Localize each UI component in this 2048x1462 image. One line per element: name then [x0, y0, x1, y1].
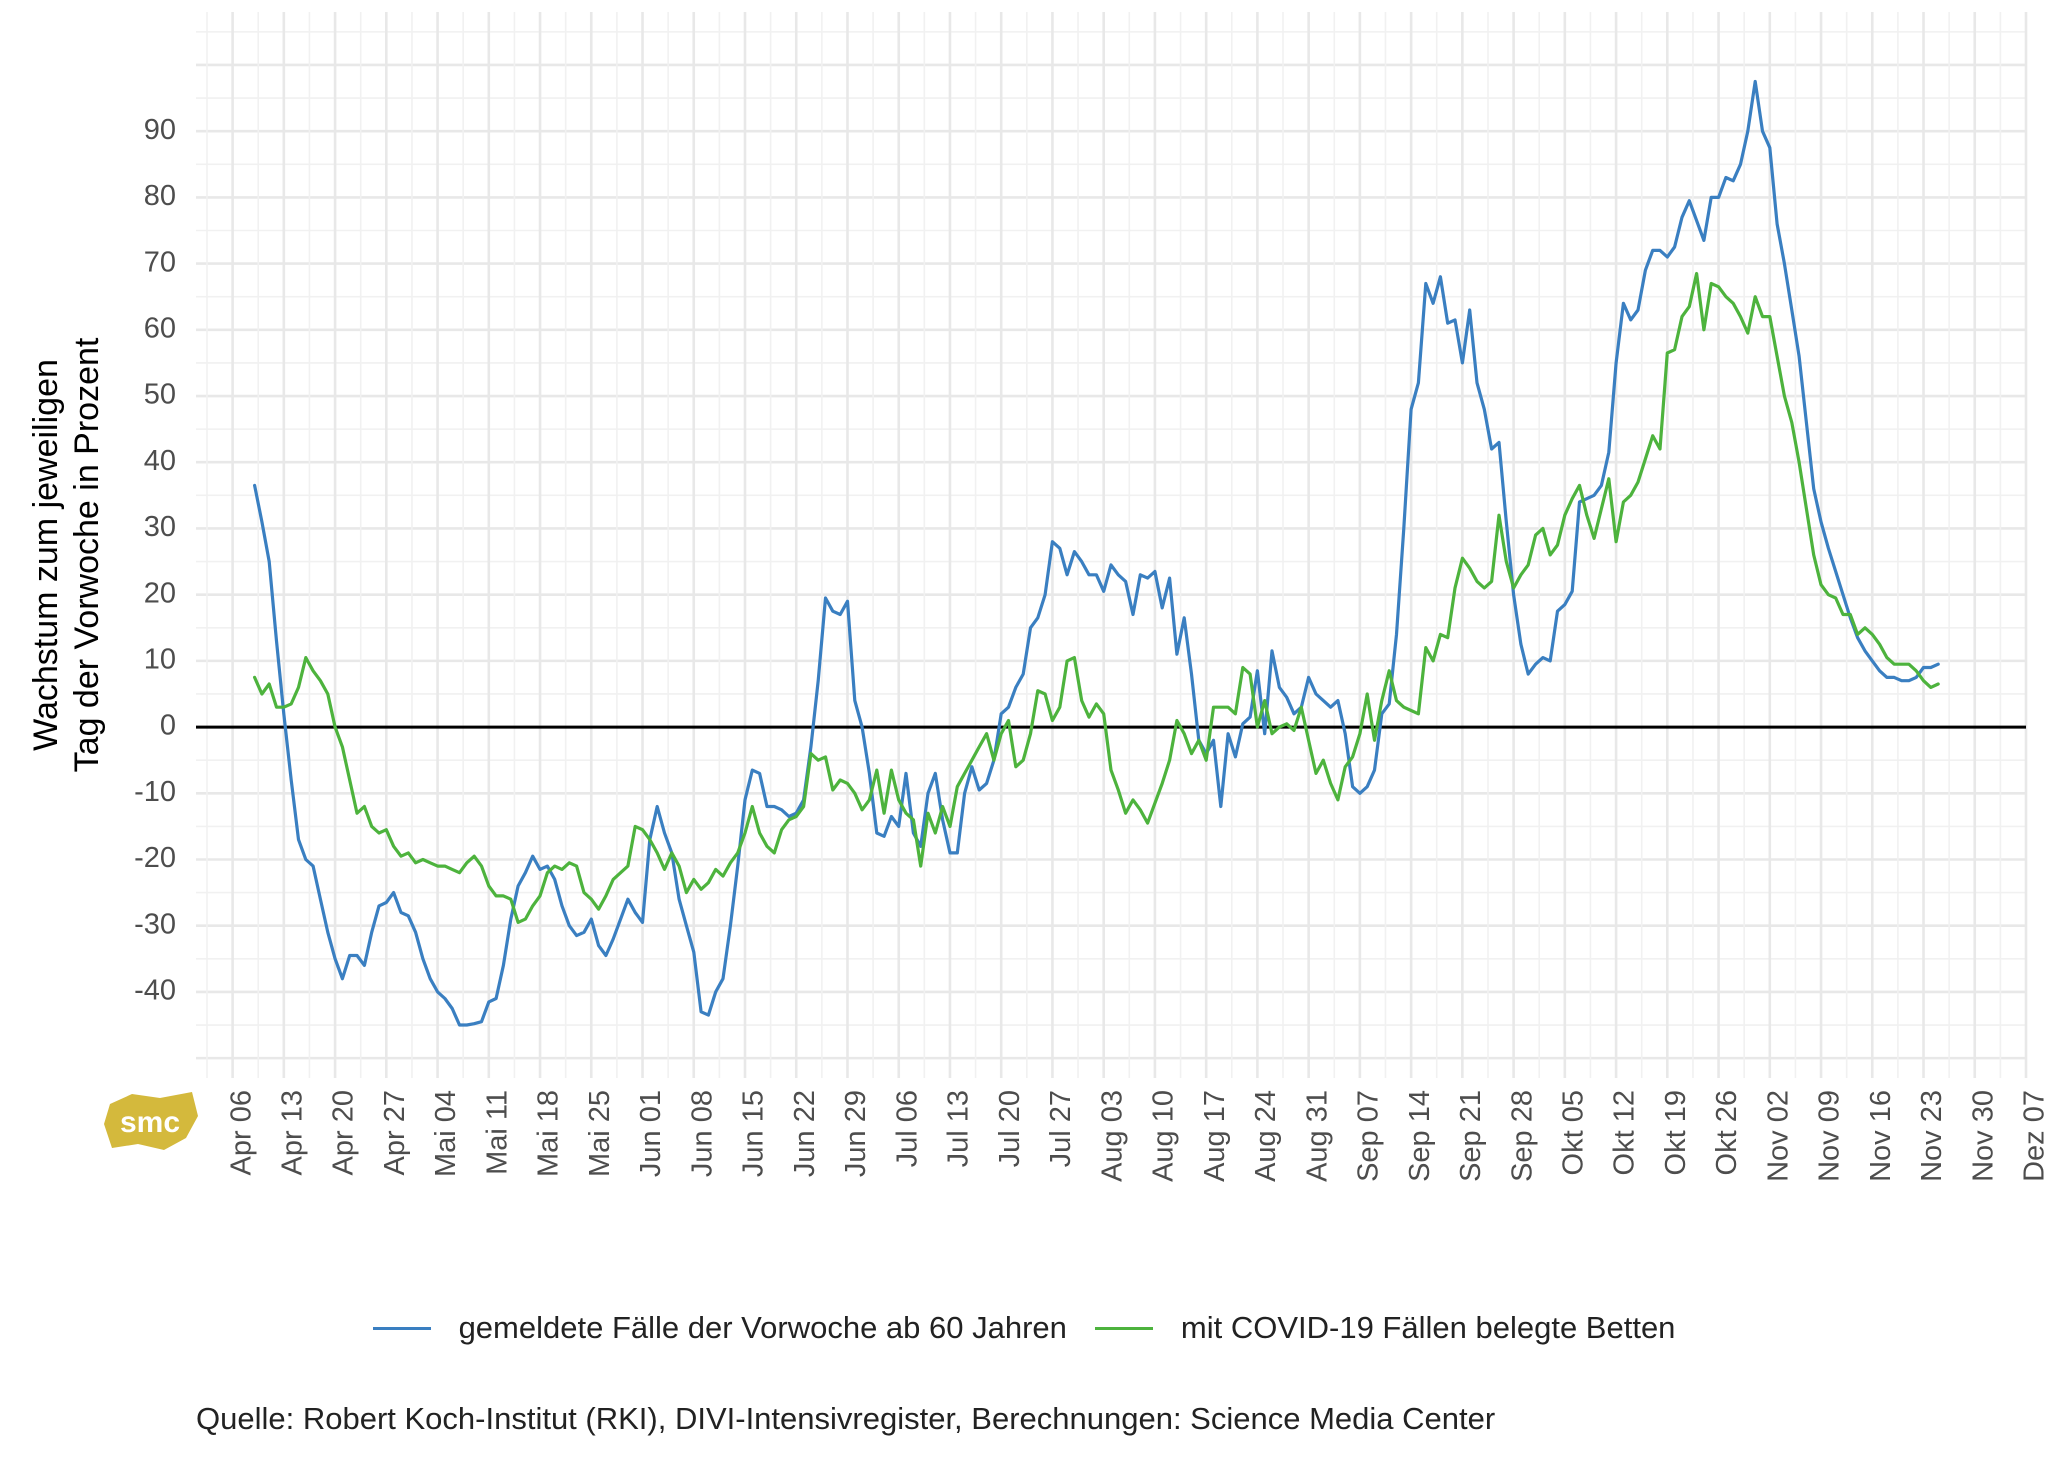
x-tick-label: Jun 29 — [840, 1090, 872, 1177]
y-tick-label: 0 — [160, 710, 176, 742]
legend-item-faelle: gemeldete Fälle der Vorwoche ab 60 Jahre… — [372, 1310, 1067, 1346]
x-tick-label: Apr 13 — [276, 1090, 308, 1175]
x-tick-label: Aug 03 — [1096, 1090, 1128, 1182]
x-tick-label: Aug 31 — [1301, 1090, 1333, 1182]
y-tick-label: 60 — [144, 312, 176, 344]
x-tick-label: Okt 12 — [1609, 1090, 1641, 1175]
y-axis-label-line1: Wachstum zum jeweiligen — [27, 359, 65, 751]
source-note: Quelle: Robert Koch-Institut (RKI), DIVI… — [196, 1401, 1496, 1436]
y-tick-label: -20 — [134, 842, 176, 874]
x-tick-label: Aug 17 — [1199, 1090, 1231, 1182]
series-layer — [253, 79, 1940, 1027]
legend: gemeldete Fälle der Vorwoche ab 60 Jahre… — [0, 1308, 2048, 1348]
x-tick-label: Jul 06 — [891, 1090, 923, 1167]
x-tick-label: Apr 06 — [225, 1090, 257, 1175]
legend-key-faelle — [372, 1326, 431, 1330]
smc-logo: smc — [102, 1090, 198, 1157]
x-tick-label: Mai 11 — [481, 1090, 513, 1175]
y-tick-label: 20 — [144, 577, 176, 609]
x-tick-label: Jun 22 — [789, 1090, 821, 1177]
x-tick-label: Apr 20 — [328, 1090, 360, 1175]
y-tick-label: 50 — [144, 379, 176, 411]
y-tick-label: 90 — [144, 114, 176, 146]
legend-item-betten: mit COVID-19 Fällen belegte Betten — [1094, 1310, 1676, 1346]
x-axis-ticks: Apr 06 Apr 13 Apr 20 Apr 27 Mai 04 Mai 11 Mai … — [225, 1090, 2048, 1182]
legend-key-betten — [1094, 1326, 1153, 1330]
y-tick-label: -40 — [134, 975, 176, 1007]
x-tick-label: Okt 05 — [1557, 1090, 1589, 1175]
x-tick-label: Aug 10 — [1148, 1090, 1180, 1182]
y-axis-label-line2: Tag der Vorwoche in Prozent — [68, 337, 106, 772]
y-tick-label: -10 — [134, 776, 176, 808]
legend-label-betten: mit COVID-19 Fällen belegte Betten — [1180, 1310, 1676, 1345]
x-tick-label: Aug 24 — [1250, 1090, 1282, 1182]
x-tick-label: Sep 07 — [1353, 1090, 1385, 1182]
y-tick-label: 30 — [144, 511, 176, 543]
y-tick-label: 10 — [144, 644, 176, 676]
y-tick-label: 70 — [144, 246, 176, 278]
x-tick-label: Sep 28 — [1506, 1090, 1538, 1182]
smc-logo-text: smc — [120, 1106, 180, 1139]
legend-label-faelle: gemeldete Fälle der Vorwoche ab 60 Jahre… — [458, 1310, 1067, 1345]
grid — [196, 12, 2028, 1078]
x-tick-label: Sep 14 — [1404, 1090, 1436, 1182]
x-tick-label: Nov 02 — [1762, 1090, 1794, 1182]
x-tick-label: Sep 21 — [1455, 1090, 1487, 1182]
x-tick-label: Okt 19 — [1660, 1090, 1692, 1175]
smc-logo-shape — [104, 1092, 198, 1150]
x-tick-label: Mai 25 — [584, 1090, 616, 1177]
x-tick-label: Mai 04 — [430, 1090, 462, 1177]
x-tick-label: Nov 09 — [1814, 1090, 1846, 1182]
series-line-faelle — [253, 79, 1940, 1027]
y-axis-ticks: 90 80 70 60 50 40 30 20 10 0 -10 -20 -30 -40 — [134, 114, 176, 1007]
y-tick-label: -30 — [134, 908, 176, 940]
smc-logo-mark: smc — [104, 1092, 198, 1150]
y-tick-label: 40 — [144, 445, 176, 477]
x-tick-label: Jul 20 — [994, 1090, 1026, 1167]
x-tick-label: Mai 18 — [533, 1090, 565, 1177]
x-tick-label: Nov 23 — [1916, 1090, 1948, 1182]
x-tick-label: Jul 27 — [1045, 1090, 1077, 1167]
x-tick-label: Jun 08 — [686, 1090, 718, 1177]
x-tick-label: Okt 26 — [1711, 1090, 1743, 1175]
y-tick-label: 80 — [144, 180, 176, 212]
x-tick-label: Apr 27 — [379, 1090, 411, 1175]
series-line-betten — [253, 271, 1940, 924]
x-tick-label: Jun 15 — [738, 1090, 770, 1177]
x-tick-label: Jun 01 — [635, 1090, 667, 1177]
x-tick-label: Jul 13 — [943, 1090, 975, 1167]
x-tick-label: Nov 16 — [1865, 1090, 1897, 1182]
x-tick-label: Nov 30 — [1967, 1090, 1999, 1182]
x-tick-label: Dez 07 — [2019, 1090, 2048, 1182]
